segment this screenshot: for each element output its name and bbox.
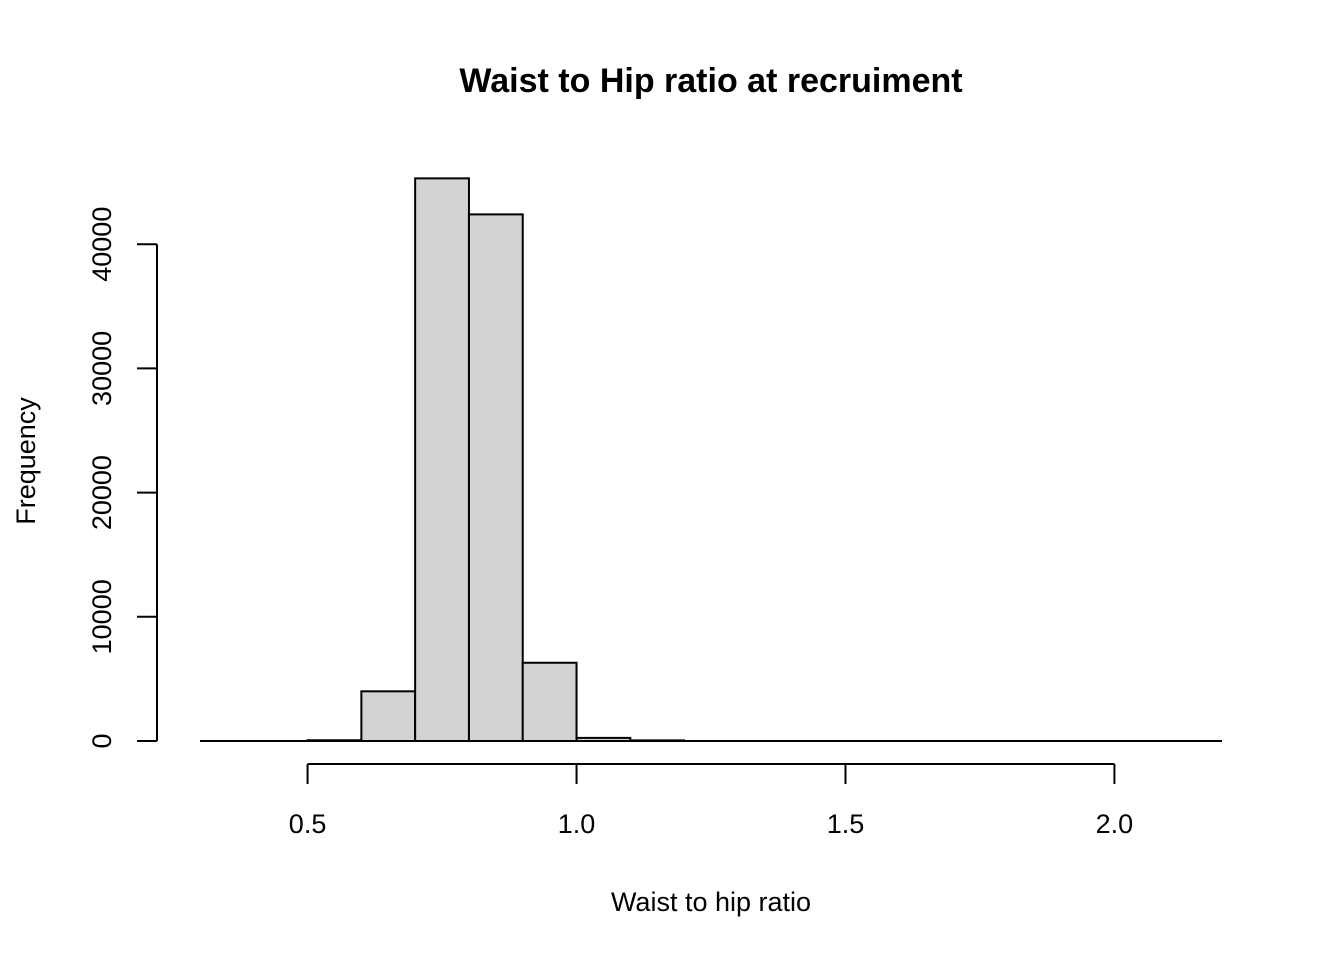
bars-group xyxy=(306,177,686,743)
y-tick-label-0: 0 xyxy=(87,733,117,748)
chart-title: Waist to Hip ratio at recruiment xyxy=(459,62,962,100)
x-tick-label-1: 1.0 xyxy=(558,809,596,839)
x-axis-label: Waist to hip ratio xyxy=(611,887,811,917)
y-tick-label-2: 20000 xyxy=(87,455,117,530)
x-axis: 0.5 1.0 1.5 2.0 xyxy=(289,763,1134,839)
y-axis-label: Frequency xyxy=(11,397,41,525)
y-tick-label-4: 40000 xyxy=(87,207,117,282)
histogram-bar-3 xyxy=(360,690,417,743)
x-tick-label-0: 0.5 xyxy=(289,809,327,839)
histogram-bar-4 xyxy=(414,177,470,742)
histogram-bar-6 xyxy=(521,661,578,743)
x-tick-label-2: 1.5 xyxy=(827,809,865,839)
y-axis: 0 10000 20000 30000 40000 xyxy=(87,207,158,749)
histogram-bar-5 xyxy=(467,213,524,742)
x-tick-label-3: 2.0 xyxy=(1096,809,1134,839)
y-tick-label-3: 30000 xyxy=(87,331,117,406)
y-tick-label-1: 10000 xyxy=(87,579,117,654)
